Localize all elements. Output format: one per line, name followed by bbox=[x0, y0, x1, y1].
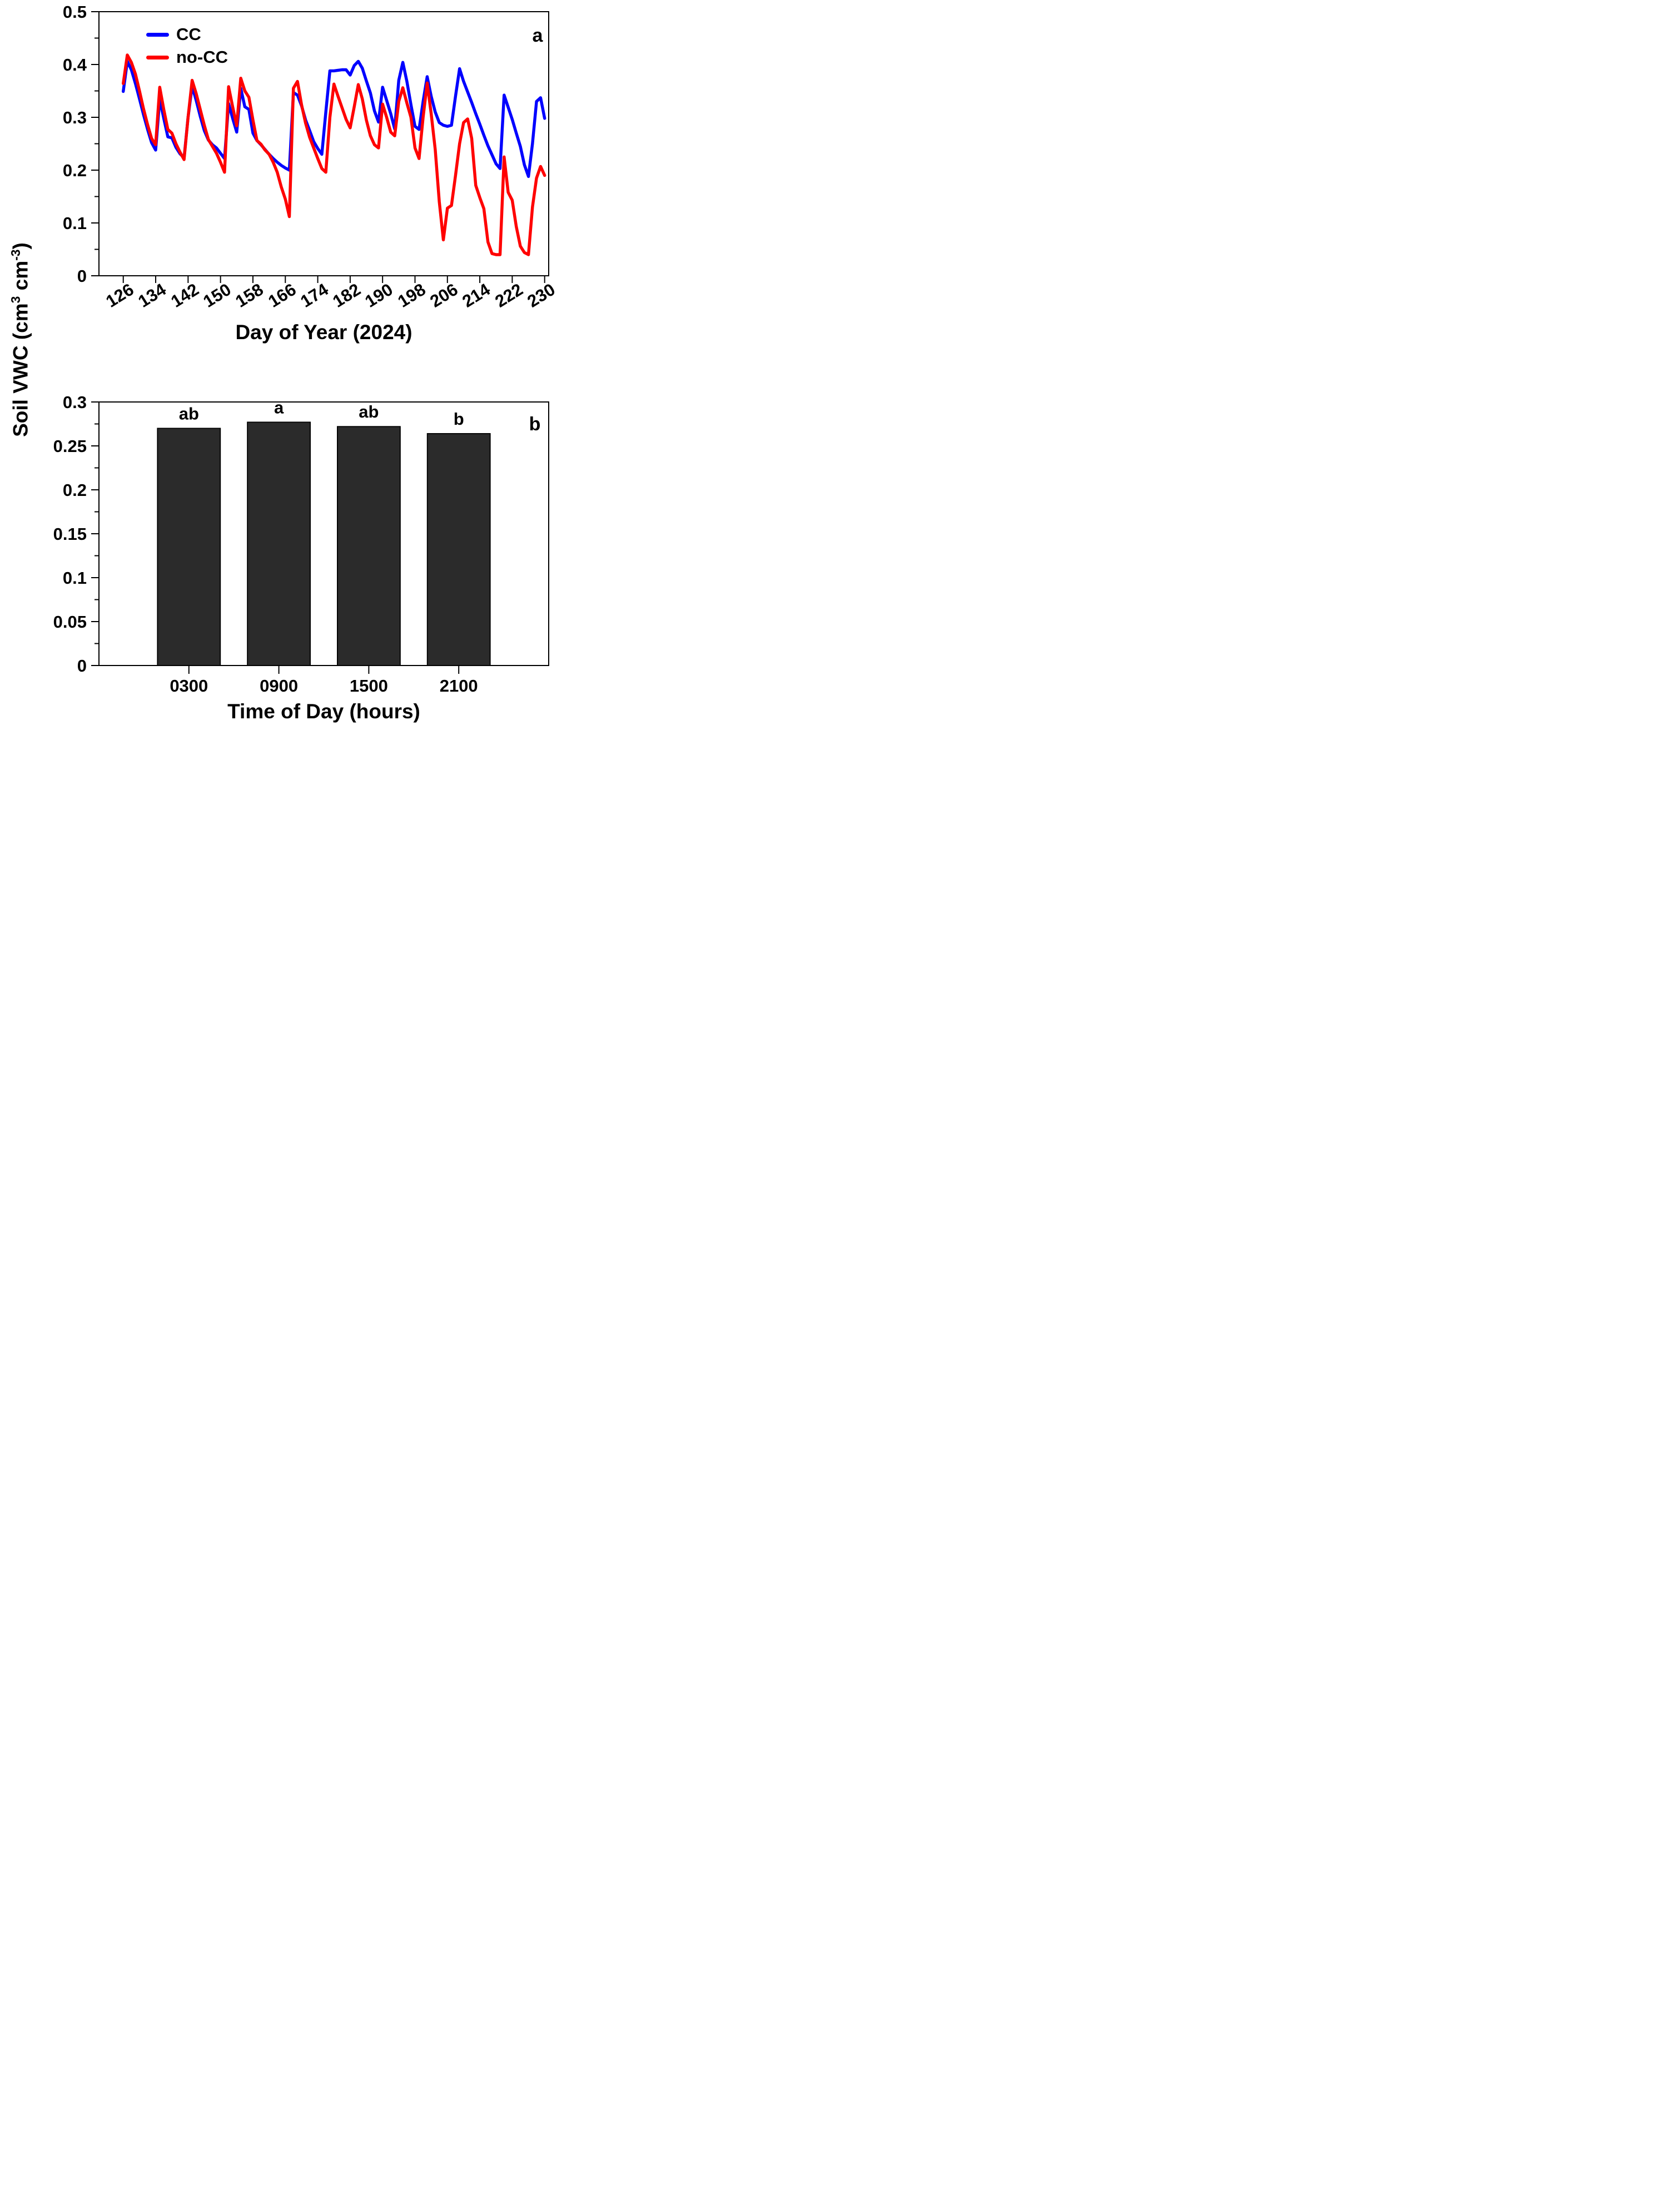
y-tick-label-a: 0.4 bbox=[63, 55, 87, 75]
y-tick-label-a: 0.1 bbox=[63, 213, 87, 233]
legend-label-cc: CC bbox=[176, 24, 201, 44]
figure-page: 0 0.1 0.2 0.3 0.4 0.5 0 0.05 0.1 0.15 0.2 0.25 0.3 ab… bbox=[0, 0, 560, 730]
bar-2100 bbox=[426, 433, 491, 666]
x-tick-label-b: 0900 bbox=[260, 676, 298, 696]
y-tick-label-b: 0.25 bbox=[53, 436, 87, 456]
x-axis-title-day-of-year: Day of Year (2024) bbox=[235, 321, 412, 344]
sig-letter-2100: b bbox=[454, 409, 464, 429]
y-tick-label-b: 0 bbox=[77, 656, 87, 676]
y-tick-label-b: 0.05 bbox=[53, 612, 87, 632]
y-tick-label-a: 0 bbox=[77, 266, 87, 286]
bar-0300 bbox=[157, 428, 221, 666]
y-axis-title: Soil VWC (cm3 cm-3) bbox=[3, 201, 32, 479]
panel-label-a: a bbox=[532, 25, 543, 46]
line-series-cc bbox=[121, 59, 546, 178]
legend-label-no-cc: no-CC bbox=[176, 47, 228, 67]
y-tick-label-b: 0.2 bbox=[63, 480, 87, 500]
y-axis-title-text2: cm bbox=[9, 260, 32, 296]
y-axis-title-text3: ) bbox=[9, 242, 32, 250]
bar-1500 bbox=[337, 426, 401, 666]
sig-letter-1500: ab bbox=[359, 402, 379, 421]
y-axis-title-sup3: 3 bbox=[8, 296, 23, 304]
legend-swatch-cc-line bbox=[146, 33, 169, 37]
panel-label-b: b bbox=[529, 414, 541, 435]
y-tick-label-a: 0.2 bbox=[63, 161, 87, 180]
sig-letter-0900: a bbox=[274, 398, 284, 417]
y-axis-title-supminus3: -3 bbox=[8, 249, 23, 261]
y-tick-label-b: 0.15 bbox=[53, 524, 87, 544]
line-series-no-cc bbox=[121, 53, 546, 256]
x-tick-label-b: 2100 bbox=[440, 676, 478, 696]
y-axis-title-text: Soil VWC (cm bbox=[9, 303, 32, 437]
chart-canvas: 00.10.20.30.40.500.050.10.150.20.250.3ab… bbox=[53, 2, 549, 696]
y-tick-label-b: 0.3 bbox=[63, 393, 87, 412]
y-tick-label-b: 0.1 bbox=[63, 568, 87, 588]
x-tick-label-b: 1500 bbox=[350, 676, 388, 696]
y-tick-label-a: 0.3 bbox=[63, 108, 87, 127]
sig-letter-0300: ab bbox=[179, 404, 199, 423]
x-tick-label-b: 0300 bbox=[170, 676, 208, 696]
legend-swatch-no-cc-line bbox=[146, 56, 169, 59]
bar-0900 bbox=[247, 421, 311, 666]
x-axis-title-time-of-day: Time of Day (hours) bbox=[227, 700, 420, 723]
y-tick-label-a: 0.5 bbox=[63, 2, 87, 22]
